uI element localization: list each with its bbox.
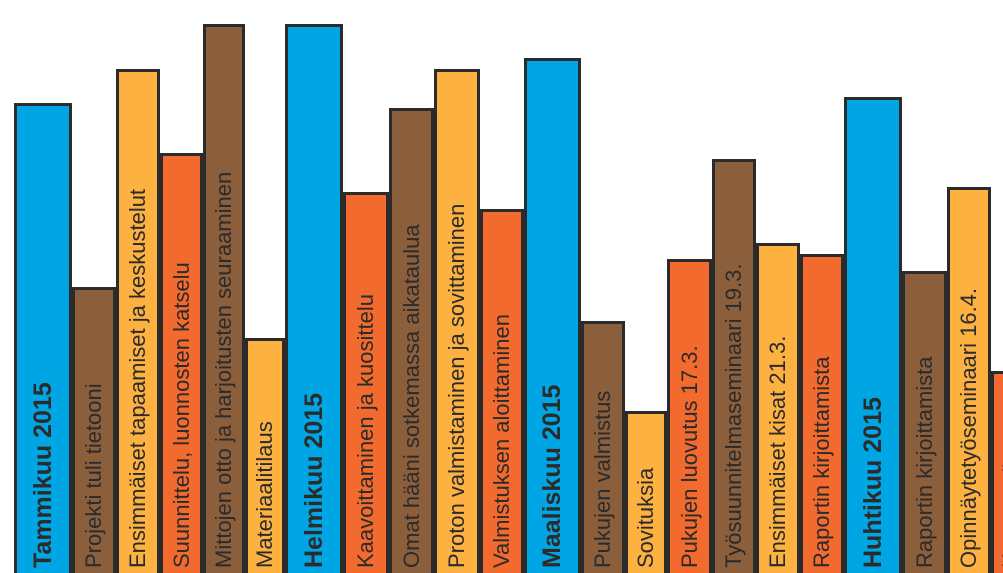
event-label: Materiaalitilaus	[252, 421, 277, 568]
event-label: Työsuunnitelmaseminaari 19.3.	[721, 263, 746, 569]
event-bar: Ensimmäiset kisat 21.3.	[756, 243, 800, 573]
event-bar: Pukujen valmistus	[581, 321, 625, 573]
event-label: Suunnittelu, luonnosten katselu	[169, 262, 194, 568]
month-label: Tammikuu 2015	[29, 382, 57, 568]
month-bar: Tammikuu 2015	[14, 103, 72, 573]
event-bar: Ensimmäiset tapaamiset ja keskustelut	[116, 69, 160, 573]
event-bar: Sovituksia	[625, 411, 667, 573]
event-bar: Kaavoittaminen ja kuosittelu	[343, 192, 389, 573]
event-bar: Suunnittelu, luonnosten katselu	[160, 153, 203, 573]
event-label: Ensimmäiset kisat 21.3.	[765, 335, 790, 568]
event-bar: Työsuunnitelmaseminaari 19.3.	[712, 159, 756, 573]
event-label: Proton valmistaminen ja sovittaminen	[444, 203, 469, 568]
event-label: Projekti tuli tietooni	[81, 383, 106, 568]
month-bar: Huhtikuu 2015	[844, 97, 902, 573]
event-bar: Raportin kirjoittamista	[800, 254, 844, 573]
event-label: Mittojen otto ja harjoitusten seuraamine…	[211, 171, 236, 568]
month-bar: Helmikuu 2015	[285, 24, 343, 573]
event-label: Pukujen luovutus 17.3.	[677, 345, 702, 568]
event-label: Ensimmäiset tapaamiset ja keskustelut	[125, 188, 150, 568]
event-bar: Kypsyysnäyte	[991, 371, 1003, 573]
event-bar: Opinnäytetyöseminaari 16.4.	[947, 187, 991, 573]
month-label: Huhtikuu 2015	[859, 397, 887, 568]
event-bar: Raportin kirjoittamista	[902, 271, 947, 573]
month-label: Maaliskuu 2015	[538, 384, 566, 568]
event-label: Kaavoittaminen ja kuosittelu	[353, 294, 378, 568]
event-label: Pukujen valmistus	[590, 390, 615, 568]
event-label: Valmistuksen aloittaminen	[489, 314, 514, 568]
event-bar: Proton valmistaminen ja sovittaminen	[434, 69, 480, 573]
event-bar: Omat hääni sotkemassa aikataulua	[389, 108, 434, 573]
event-bar: Projekti tuli tietooni	[72, 287, 116, 573]
event-bar: Materiaalitilaus	[245, 338, 285, 573]
event-label: Opinnäytetyöseminaari 16.4.	[956, 287, 981, 568]
event-label: Raportin kirjoittamista	[912, 356, 937, 568]
event-label: Omat hääni sotkemassa aikataulua	[399, 224, 424, 568]
month-label: Helmikuu 2015	[300, 392, 328, 568]
event-bar: Mittojen otto ja harjoitusten seuraamine…	[203, 24, 245, 573]
event-label: Sovituksia	[633, 467, 658, 568]
event-label: Raportin kirjoittamista	[809, 356, 834, 568]
event-bar: Pukujen luovutus 17.3.	[667, 259, 712, 573]
month-bar: Maaliskuu 2015	[524, 58, 581, 573]
event-bar: Valmistuksen aloittaminen	[480, 209, 524, 573]
